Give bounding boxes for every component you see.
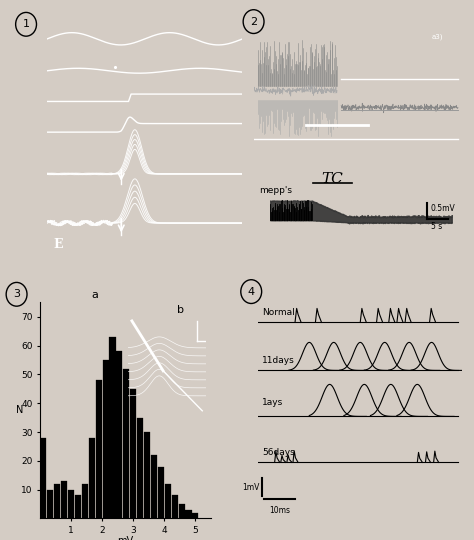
Bar [68, 490, 74, 518]
Bar [165, 484, 171, 518]
Text: 10ms: 10ms [269, 507, 290, 515]
Text: a: a [91, 290, 99, 300]
Text: 11days: 11days [263, 356, 295, 366]
Y-axis label: N: N [16, 406, 23, 415]
Bar [185, 510, 191, 518]
Bar [130, 389, 136, 518]
Bar [158, 467, 164, 518]
Text: 5 s: 5 s [431, 222, 442, 231]
Bar [89, 438, 95, 518]
Bar [47, 490, 53, 518]
Text: b: b [177, 305, 183, 315]
Bar [109, 337, 116, 518]
Bar [192, 512, 199, 518]
Text: 4: 4 [247, 287, 255, 296]
Text: Normal: Normal [263, 308, 295, 318]
Text: 1: 1 [23, 19, 29, 29]
Bar [117, 352, 122, 518]
Text: 1ays: 1ays [263, 399, 283, 407]
Bar [179, 504, 184, 518]
Text: a3): a3) [431, 34, 443, 40]
Bar [144, 432, 150, 518]
Text: 1mV: 1mV [242, 483, 259, 492]
Bar [172, 495, 178, 518]
Text: 0.5mV: 0.5mV [431, 204, 456, 213]
Bar [40, 438, 46, 518]
Bar [151, 455, 157, 518]
Bar [137, 417, 143, 518]
Bar [75, 495, 81, 518]
Bar [96, 380, 102, 518]
Text: E: E [53, 238, 63, 251]
Bar [54, 484, 60, 518]
Bar [61, 481, 67, 518]
Text: 56days: 56days [263, 448, 295, 457]
Text: 3: 3 [13, 289, 20, 299]
Text: TC: TC [321, 172, 343, 186]
Bar [123, 369, 129, 518]
Bar [82, 484, 88, 518]
Text: mepp's: mepp's [259, 186, 292, 194]
Bar [102, 360, 109, 518]
Text: 2: 2 [250, 17, 257, 26]
X-axis label: mV: mV [118, 536, 134, 540]
